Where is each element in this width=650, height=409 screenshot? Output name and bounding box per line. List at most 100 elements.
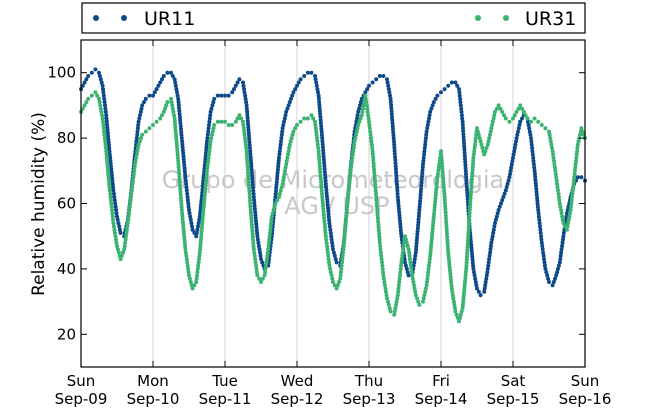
series-dot bbox=[378, 247, 383, 252]
data-point bbox=[413, 293, 418, 298]
series-dot bbox=[111, 224, 116, 229]
series-dot bbox=[264, 260, 269, 265]
series-dot bbox=[388, 93, 392, 98]
series-dot bbox=[313, 126, 318, 131]
series-dot bbox=[137, 116, 142, 121]
series-dot bbox=[265, 253, 270, 258]
series-dot bbox=[108, 158, 113, 163]
series-dot bbox=[183, 250, 188, 255]
series-dot bbox=[448, 274, 453, 279]
axes: SunSep-09MonSep-10TueSep-11WedSep-12ThuS… bbox=[47, 40, 611, 408]
series-dot bbox=[398, 270, 403, 275]
series-dot bbox=[418, 189, 423, 194]
series-dot bbox=[207, 119, 212, 124]
series-dot bbox=[189, 221, 194, 226]
series-dot bbox=[398, 225, 403, 230]
series-dot bbox=[274, 179, 279, 184]
series-dot bbox=[501, 195, 506, 199]
series-dot bbox=[244, 106, 249, 111]
series-dot bbox=[105, 164, 110, 169]
series-dot bbox=[560, 214, 565, 219]
series-dot bbox=[416, 220, 421, 225]
series-dot bbox=[249, 216, 254, 221]
series-dot bbox=[319, 185, 324, 190]
series-dot bbox=[110, 208, 114, 212]
series-dot bbox=[109, 204, 114, 209]
series-dot bbox=[108, 198, 113, 203]
series-dot bbox=[338, 270, 343, 275]
series-dot bbox=[132, 165, 137, 170]
series-dot bbox=[242, 129, 247, 134]
data-point bbox=[536, 119, 541, 124]
series-dot bbox=[282, 119, 286, 124]
series-dot bbox=[203, 180, 208, 185]
series-dot bbox=[396, 201, 401, 205]
series-dot bbox=[470, 251, 474, 256]
series-dot bbox=[199, 229, 204, 234]
series-dot bbox=[387, 90, 392, 95]
series-dot bbox=[203, 183, 208, 188]
series-dot bbox=[491, 116, 496, 121]
series-dot bbox=[175, 90, 179, 95]
data-point bbox=[475, 286, 479, 291]
series-dot bbox=[176, 165, 181, 170]
series-layer bbox=[79, 67, 587, 324]
series-dot bbox=[320, 201, 325, 205]
series-dot bbox=[462, 141, 466, 146]
series-dot bbox=[243, 142, 248, 147]
series-dot bbox=[210, 103, 215, 108]
series-dot bbox=[346, 186, 351, 191]
series-dot bbox=[204, 174, 209, 179]
data-point bbox=[277, 155, 281, 160]
series-dot bbox=[381, 276, 386, 281]
series-dot bbox=[338, 273, 343, 278]
series-dot bbox=[124, 234, 128, 239]
series-dot bbox=[401, 244, 406, 248]
series-dot bbox=[466, 232, 471, 237]
series-dot bbox=[113, 204, 118, 209]
series-dot bbox=[199, 202, 203, 207]
data-point bbox=[226, 93, 231, 98]
series-dot bbox=[420, 168, 425, 173]
series-dot bbox=[323, 228, 328, 233]
series-dot bbox=[376, 225, 381, 230]
series-dot bbox=[421, 296, 426, 301]
series-dot bbox=[245, 109, 250, 114]
series-dot bbox=[108, 161, 113, 166]
series-dot bbox=[427, 116, 431, 121]
data-point bbox=[309, 70, 314, 75]
series-dot bbox=[517, 123, 522, 127]
series-dot bbox=[471, 152, 476, 157]
series-dot bbox=[245, 118, 250, 123]
series-dot bbox=[344, 207, 349, 212]
series-dot bbox=[117, 224, 122, 229]
series-dot bbox=[443, 207, 448, 212]
series-dot bbox=[526, 123, 531, 127]
data-point bbox=[223, 93, 227, 98]
series-dot bbox=[208, 113, 213, 118]
series-dot bbox=[272, 204, 277, 209]
data-point bbox=[122, 247, 127, 252]
x-tick-label-day: Sun bbox=[571, 372, 600, 390]
series-dot bbox=[109, 167, 114, 172]
data-point bbox=[529, 119, 533, 124]
series-dot bbox=[460, 303, 465, 308]
series-dot bbox=[316, 90, 320, 95]
series-dot bbox=[206, 129, 211, 134]
data-point bbox=[165, 70, 170, 75]
series-dot bbox=[416, 299, 421, 304]
series-dot bbox=[343, 225, 348, 230]
data-point bbox=[442, 195, 447, 199]
data-point bbox=[467, 208, 472, 212]
data-point bbox=[363, 90, 368, 95]
series-dot bbox=[423, 139, 428, 144]
series-dot bbox=[174, 140, 179, 145]
data-point bbox=[215, 93, 220, 98]
series-dot bbox=[390, 124, 395, 129]
series-dot bbox=[466, 223, 471, 228]
series-dot bbox=[335, 283, 340, 288]
series-dot bbox=[439, 158, 444, 163]
series-dot bbox=[282, 172, 287, 177]
series-dot bbox=[243, 139, 248, 144]
series-dot bbox=[420, 171, 425, 176]
